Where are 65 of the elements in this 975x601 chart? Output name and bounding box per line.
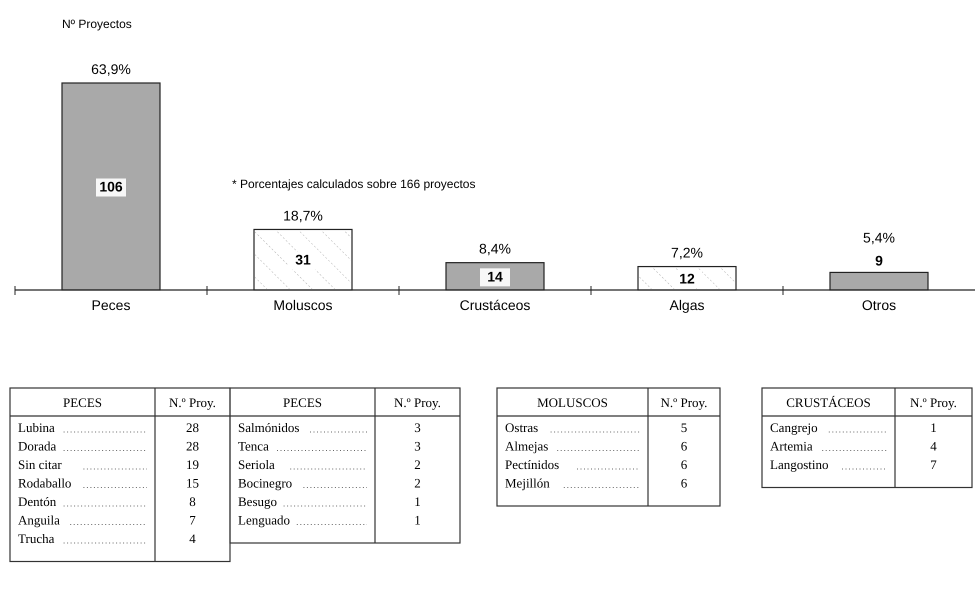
category-label: Tenca [238, 438, 270, 454]
category-label: Bocinegro [238, 476, 292, 490]
data-label: 4 [930, 438, 938, 454]
category-label: Lubina [18, 420, 56, 435]
category-label: Seriola [238, 457, 276, 472]
annotation: * Porcentajes calculados sobre 166 proyectos [232, 177, 476, 191]
category-label: Salmónidos [238, 420, 300, 435]
data-label: 1 [414, 494, 421, 509]
x-tick-label: Moluscos [273, 297, 333, 313]
data-label: 6 [680, 476, 688, 490]
text: PECES [62, 395, 102, 410]
category-label: Dorada [18, 438, 56, 454]
data-label: 28 [186, 420, 199, 435]
data-label: 14 [487, 268, 503, 284]
category-label: Almejas [505, 438, 548, 454]
data-label: 19 [186, 457, 199, 472]
category-label: Pectínidos [505, 457, 560, 472]
data-label: 4 [189, 531, 196, 546]
category-label: Dentón [18, 494, 57, 509]
category-label: Anguila [18, 512, 60, 528]
text: N.º Proy. [660, 395, 708, 410]
data-label: 106 [99, 178, 123, 194]
annotation: 5,4% [863, 229, 895, 246]
x-tick-label: Algas [669, 297, 705, 313]
data-label: 3 [414, 438, 421, 454]
text: N.º Proy. [394, 395, 441, 410]
y-axis-title: Nº Proyectos [62, 17, 132, 31]
category-label: Trucha [18, 531, 55, 546]
data-label: 1 [930, 420, 937, 435]
data-label: 31 [295, 252, 311, 268]
x-tick-label: Otros [862, 297, 896, 313]
data-label: 9 [875, 252, 884, 268]
category-label: Sin citar [18, 457, 62, 472]
text: CRUSTÁCEOS [786, 395, 871, 410]
category-label: Rodaballo [18, 476, 72, 490]
data-label: 28 [186, 438, 199, 454]
category-label: Besugo [238, 494, 277, 509]
data-label: 7 [930, 457, 938, 472]
x-tick-label: Crustáceos [460, 297, 530, 313]
category-label: Artemia [770, 438, 813, 454]
annotation: 18,7% [283, 207, 323, 224]
data-label: 2 [414, 476, 421, 490]
data-label: 3 [414, 420, 421, 435]
x-tick-label: Peces [92, 297, 130, 313]
text: N.º Proy. [169, 395, 216, 410]
category-label: Mejillón [505, 476, 550, 490]
data-label: 5 [680, 420, 688, 435]
annotation: 8,4% [479, 240, 511, 257]
data-label: 1 [414, 512, 421, 528]
text: PECES [282, 395, 322, 410]
category-label: Cangrejo [770, 420, 818, 435]
category-label: Ostras [505, 420, 538, 435]
text: N.º Proy. [910, 395, 957, 410]
data-label: 6 [680, 438, 688, 454]
annotation: 7,2% [671, 244, 703, 261]
data-label: 7 [189, 512, 196, 528]
category-label: Langostino [770, 457, 828, 472]
data-label: 15 [186, 476, 199, 490]
data-label: 12 [679, 270, 695, 286]
text: MOLUSCOS [537, 395, 608, 410]
annotation: 63,9% [91, 61, 131, 77]
data-label: 8 [189, 494, 196, 509]
data-label: 2 [414, 457, 421, 472]
category-label: Lenguado [238, 512, 290, 528]
data-label: 6 [680, 457, 688, 472]
